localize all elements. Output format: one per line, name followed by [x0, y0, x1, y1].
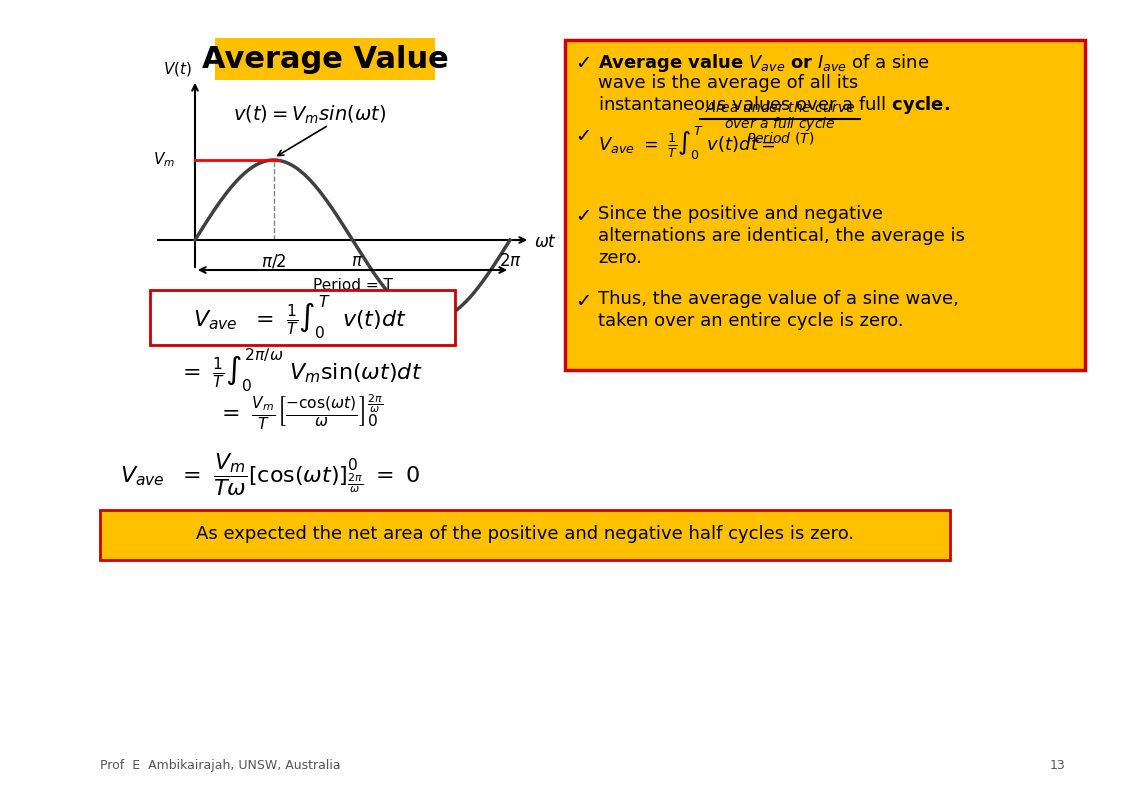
Text: Average Value: Average Value [202, 45, 448, 74]
Text: $v(t)=V_m sin(\omega t)$: $v(t)=V_m sin(\omega t)$ [233, 104, 387, 126]
Text: $\checkmark$: $\checkmark$ [575, 205, 590, 224]
Text: $\pi/2$: $\pi/2$ [261, 252, 287, 270]
Text: $=\ \frac{1}{T}\int_0^{2\pi/\omega}\ V_m\sin(\omega t)dt$: $=\ \frac{1}{T}\int_0^{2\pi/\omega}\ V_m… [178, 346, 422, 394]
Text: $\omega t$: $\omega t$ [534, 233, 557, 251]
FancyBboxPatch shape [565, 40, 1085, 370]
Text: zero.: zero. [598, 249, 642, 267]
Text: As expected the net area of the positive and negative half cycles is zero.: As expected the net area of the positive… [196, 525, 854, 543]
Text: Thus, the average value of a sine wave,: Thus, the average value of a sine wave, [598, 290, 959, 308]
Text: taken over an entire cycle is zero.: taken over an entire cycle is zero. [598, 312, 904, 330]
Text: $\it{Period\ (T)}$: $\it{Period\ (T)}$ [746, 130, 814, 146]
Text: $V_{ave}\ \ =\ \frac{1}{T}\int_0^T\ \ v(t)dt$: $V_{ave}\ \ =\ \frac{1}{T}\int_0^T\ \ v(… [193, 293, 407, 341]
Text: $\pi$: $\pi$ [352, 252, 363, 270]
Text: wave is the average of all its: wave is the average of all its [598, 74, 858, 92]
FancyBboxPatch shape [150, 290, 455, 345]
Text: $V_{ave}\ \ =\ \dfrac{V_m}{T\omega}\left[\cos(\omega t)\right]_{\frac{2\pi}{\ome: $V_{ave}\ \ =\ \dfrac{V_m}{T\omega}\left… [120, 452, 421, 498]
Text: Period = T: Period = T [312, 278, 393, 293]
Text: $=\ \frac{V_m}{T}\left[\frac{-\cos(\omega t)}{\omega}\right]_0^{\frac{2\pi}{\ome: $=\ \frac{V_m}{T}\left[\frac{-\cos(\omeg… [217, 392, 384, 432]
Text: alternations are identical, the average is: alternations are identical, the average … [598, 227, 964, 245]
Text: $\bf{Average\ value}$ $V_{ave}$ $\bf{or}$ $I_{ave}$ of a sine: $\bf{Average\ value}$ $V_{ave}$ $\bf{or}… [598, 52, 929, 74]
Text: instantaneous values over a full $\bf{cycle.}$: instantaneous values over a full $\bf{cy… [598, 94, 950, 116]
Text: $\it{Area\ under\ the\ curve}$: $\it{Area\ under\ the\ curve}$ [705, 100, 855, 115]
Text: 13: 13 [1050, 759, 1066, 772]
FancyBboxPatch shape [100, 510, 950, 560]
Text: $\checkmark$: $\checkmark$ [575, 52, 590, 71]
Text: $\it{over\ a\ full\ cycle}$: $\it{over\ a\ full\ cycle}$ [724, 115, 836, 133]
Text: $V_m$: $V_m$ [153, 150, 175, 170]
Text: $\checkmark$: $\checkmark$ [575, 290, 590, 309]
Text: Prof  E  Ambikairajah, UNSW, Australia: Prof E Ambikairajah, UNSW, Australia [100, 759, 341, 772]
Text: $V_{ave}\ =\ \frac{1}{T}\int_0^T\ v(t)dt=$: $V_{ave}\ =\ \frac{1}{T}\int_0^T\ v(t)dt… [598, 125, 776, 162]
Text: $2\pi$: $2\pi$ [499, 252, 521, 270]
Text: Since the positive and negative: Since the positive and negative [598, 205, 883, 223]
Text: $\checkmark$: $\checkmark$ [575, 125, 590, 144]
Text: $V(t)$: $V(t)$ [164, 60, 192, 78]
FancyBboxPatch shape [215, 38, 435, 80]
